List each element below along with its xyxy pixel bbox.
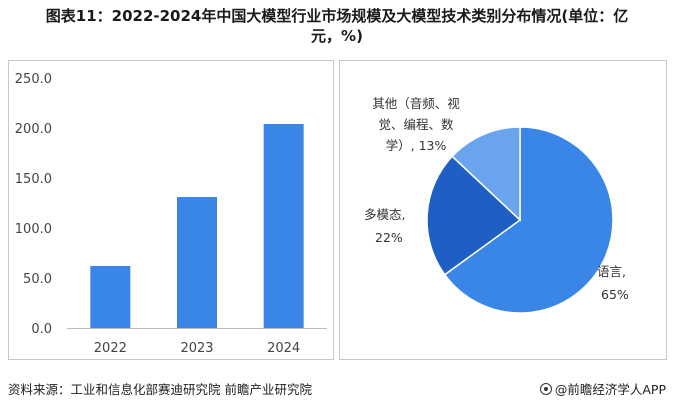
- pie-chart: 语言, 65% 多模态, 22% 其他（音频、视觉、编程、数学）, 13%: [364, 96, 629, 314]
- pie-label-language: 语言,: [597, 264, 626, 279]
- chart-title: 图表11：2022-2024年中国大模型行业市场规模及大模型技术类别分布情况(单…: [0, 6, 674, 46]
- chart-title-line-2: 元，%): [311, 27, 363, 45]
- bar-2024: [263, 124, 304, 328]
- x-tick-label: 2023: [180, 341, 213, 356]
- pie-chart-panel: 语言, 65% 多模态, 22% 其他（音频、视 觉、编程、数 学）, 13%: [339, 60, 667, 360]
- brand-logo-icon: [539, 382, 552, 395]
- y-tick-label: 250.0: [15, 72, 52, 87]
- pie-value-multimodal: 22%: [375, 230, 403, 245]
- source-note: 资料来源：工业和信息化部赛迪研究院 前瞻产业研究院: [8, 382, 312, 397]
- y-tick-label: 0.0: [31, 322, 52, 337]
- pie-value-language: 65%: [601, 287, 629, 302]
- pie-slice-multimodal: [426, 155, 522, 276]
- bar-chart: 0.0 50.0 100.0 150.0 200.0 250.0 2022 2023 2024: [15, 72, 327, 356]
- brand-label: @前瞻经济学人APP: [554, 382, 666, 397]
- pie-label-other-line-3: 学）, 13%: [386, 138, 447, 153]
- y-tick-label: 200.0: [15, 122, 52, 137]
- pie-label-other-line-2: 觉、编程、数: [378, 117, 454, 132]
- y-tick-label: 100.0: [15, 222, 52, 237]
- pie-slice-other: [451, 126, 521, 222]
- x-tick-label: 2022: [94, 341, 127, 356]
- brand-credit: @前瞻经济学人APP: [539, 379, 666, 398]
- y-tick-label: 50.0: [23, 272, 52, 287]
- x-tick-label: 2024: [267, 341, 300, 356]
- pie-slice-language: [443, 126, 614, 314]
- y-tick-label: 150.0: [15, 172, 52, 187]
- bar-2023: [177, 197, 217, 328]
- bar-2022: [90, 266, 131, 328]
- bar-chart-panel: 0.0 50.0 100.0 150.0 200.0 250.0 2022 2023 2024: [8, 60, 334, 360]
- pie-label-multimodal: 多模态,: [364, 207, 405, 222]
- pie-label-other-line-1: 其他（音频、视: [372, 96, 460, 111]
- chart-title-line-1: 图表11：2022-2024年中国大模型行业市场规模及大模型技术类别分布情况(单…: [45, 7, 629, 25]
